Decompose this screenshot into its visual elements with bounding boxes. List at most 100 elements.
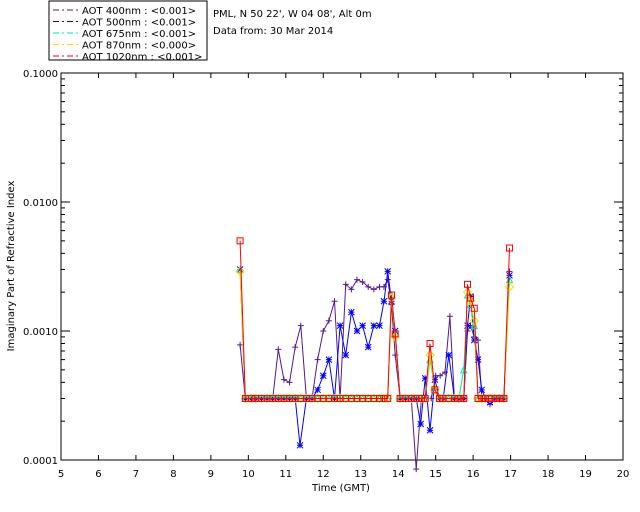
- data-point: [445, 351, 453, 359]
- y-tick-label: 0.0010: [23, 327, 58, 338]
- data-point: [235, 266, 245, 277]
- data-point: [470, 304, 478, 312]
- data-point: [467, 294, 475, 302]
- data-point: [296, 441, 304, 449]
- data-point: [504, 282, 515, 292]
- data-point: [426, 426, 434, 434]
- data-point: [470, 336, 478, 344]
- data-point: [384, 394, 392, 402]
- data-point: [421, 374, 429, 382]
- data-point: [370, 322, 378, 330]
- x-tick-label: 10: [242, 469, 255, 480]
- y-axis-label: Imaginary Part of Refractive Index: [6, 181, 17, 352]
- x-axis-label: Time (GMT): [311, 483, 370, 494]
- data-point: [469, 316, 479, 326]
- x-tick-label: 16: [467, 469, 480, 480]
- x-tick-label: 5: [58, 469, 64, 480]
- series-layer: [235, 237, 515, 473]
- data-point: [376, 322, 383, 330]
- data-point: [370, 286, 377, 293]
- data-point: [365, 283, 372, 290]
- data-point: [425, 350, 435, 360]
- data-point: [275, 346, 282, 353]
- x-tick-label: 20: [617, 469, 630, 480]
- data-point: [491, 394, 499, 402]
- data-point: [417, 394, 425, 402]
- legend-label: AOT 500nm : <0.001>: [82, 18, 196, 29]
- y-tick-label: 0.0100: [23, 198, 58, 209]
- legend-label: AOT 1020nm : <0.001>: [82, 52, 202, 63]
- x-tick-label: 14: [392, 469, 405, 480]
- y-tick-label: 0.1000: [23, 69, 58, 80]
- x-tick-label: 6: [95, 469, 101, 480]
- data-point: [495, 394, 503, 402]
- legend: AOT 400nm : <0.001>AOT 500nm : <0.001> AO…: [48, 0, 208, 63]
- data-point: [464, 280, 472, 288]
- data-point: [319, 372, 327, 380]
- data-point: [359, 278, 366, 285]
- plot-frame: [60, 72, 624, 461]
- x-tick-label: 19: [579, 469, 592, 480]
- data-point: [435, 394, 443, 402]
- data-point: [464, 322, 471, 330]
- x-tick-label: 11: [279, 469, 292, 480]
- data-point: [348, 308, 355, 316]
- data-point: [478, 394, 486, 402]
- data-point: [247, 394, 255, 402]
- data-point: [474, 356, 482, 363]
- x-tick-label: 15: [429, 469, 442, 480]
- data-point: [437, 372, 444, 379]
- series-5: [236, 237, 513, 402]
- data-point: [236, 266, 244, 273]
- x-tick-label: 13: [354, 469, 367, 480]
- data-point: [421, 394, 429, 402]
- data-point: [417, 420, 425, 428]
- legend-label: AOT 400nm : <0.001>: [82, 6, 196, 17]
- data-point: [331, 298, 338, 305]
- data-point: [236, 237, 244, 245]
- data-point: [314, 386, 322, 394]
- x-tick-label: 8: [170, 469, 176, 480]
- data-point: [413, 466, 420, 473]
- data-point: [342, 281, 349, 288]
- data-point: [380, 297, 388, 305]
- series-line: [239, 240, 510, 399]
- data-point: [426, 340, 434, 348]
- data-point: [320, 328, 327, 334]
- data-point: [478, 386, 486, 394]
- x-tick-label: 17: [504, 469, 517, 480]
- data-point: [460, 394, 468, 402]
- data-point: [353, 327, 361, 335]
- x-tick-label: 18: [542, 469, 555, 480]
- y-axis: 0.0001 0.0010 0.0100 0.1000: [23, 69, 623, 467]
- x-axis: 5 6 7 8 9 10 11 12 13 14 15 16 17 18 19 20: [58, 73, 630, 480]
- site-info: PML, N 50 22', W 04 08', Alt 0m: [213, 9, 372, 20]
- data-point: [506, 272, 513, 279]
- data-point: [450, 394, 458, 402]
- data-point: [455, 394, 463, 402]
- data-point: [336, 322, 344, 330]
- data-point: [391, 330, 399, 338]
- data-point: [446, 313, 453, 320]
- data-point: [384, 276, 391, 283]
- data-point: [353, 276, 360, 283]
- data-point: [286, 379, 293, 386]
- legend-label: AOT 870nm : <0.000>: [82, 41, 196, 52]
- data-point: [407, 394, 415, 402]
- data-point: [505, 244, 513, 252]
- data-point: [384, 267, 392, 275]
- data-point: [474, 394, 482, 402]
- data-point: [481, 394, 489, 402]
- y-tick-label: 0.0001: [23, 456, 58, 467]
- x-tick-label: 7: [133, 469, 139, 480]
- date-info: Data from: 30 Mar 2014: [213, 26, 333, 37]
- data-point: [359, 322, 366, 330]
- data-point: [325, 356, 333, 363]
- data-point: [380, 394, 388, 402]
- data-point: [342, 351, 350, 359]
- data-point: [364, 343, 372, 351]
- data-point: [486, 394, 494, 402]
- data-point: [500, 394, 508, 402]
